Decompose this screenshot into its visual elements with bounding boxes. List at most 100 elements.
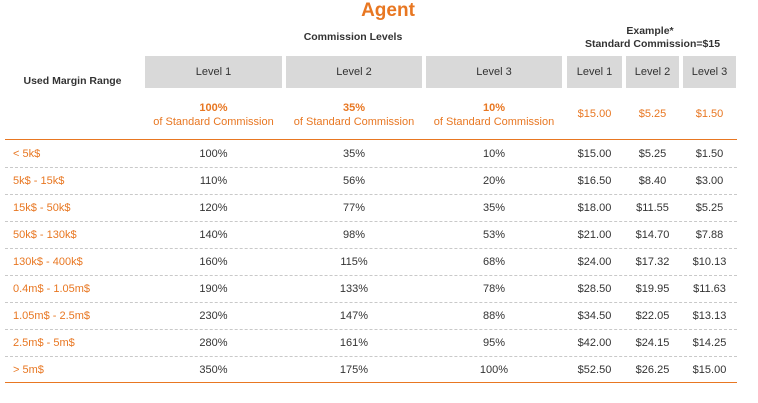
example-1-cell: $28.50 <box>577 283 612 295</box>
level-1-cell: 230% <box>199 310 228 322</box>
row-separator <box>5 302 737 303</box>
example-level-1-header: Level 1 <box>567 56 622 88</box>
example-level-1-value: $15.00 <box>577 108 612 120</box>
range-cell: > 5m$ <box>13 364 44 376</box>
example-3-cell: $7.88 <box>695 229 724 241</box>
level-1-percent-sub: of Standard Commission <box>153 116 274 128</box>
level-1-percent-block: 100% of Standard Commission <box>145 101 282 129</box>
example-2-cell: $14.70 <box>635 229 670 241</box>
example-3-cell: $13.13 <box>692 310 727 322</box>
example-1-cell: $16.50 <box>577 175 612 187</box>
example-level-2-value: $5.25 <box>638 108 667 120</box>
example-1-cell: $34.50 <box>577 310 612 322</box>
table-bottom-border <box>5 382 737 383</box>
row-separator <box>5 194 737 195</box>
table-row: 130k$ - 400k$ 160% 115% 68% $24.00 $17.3… <box>0 249 758 276</box>
level-3-cell: 35% <box>482 202 506 214</box>
row-separator <box>5 356 737 357</box>
page-title: Agent <box>361 0 415 21</box>
level-2-cell: 147% <box>339 310 369 322</box>
level-1-header: Level 1 <box>145 56 282 88</box>
example-2-cell: $5.25 <box>638 148 667 160</box>
range-cell: < 5k$ <box>13 148 41 160</box>
level-3-cell: 10% <box>482 148 506 160</box>
level-2-header: Level 2 <box>286 56 422 88</box>
level-3-cell: 95% <box>482 337 506 349</box>
example-2-cell: $8.40 <box>638 175 667 187</box>
example-3-cell: $5.25 <box>695 202 724 214</box>
range-cell: 1.05m$ - 2.5m$ <box>13 310 91 322</box>
level-1-cell: 350% <box>199 364 228 376</box>
level-2-header-label: Level 2 <box>336 66 372 78</box>
level-1-cell: 280% <box>199 337 228 349</box>
level-1-header-label: Level 1 <box>195 66 232 78</box>
level-2-cell: 98% <box>342 229 366 241</box>
row-separator <box>5 248 737 249</box>
example-3-cell: $14.25 <box>692 337 727 349</box>
level-3-cell: 68% <box>482 256 506 268</box>
example-level-3-value: $1.50 <box>695 108 724 120</box>
example-2-cell: $17.32 <box>635 256 670 268</box>
page-title-wrap: Agent <box>320 0 456 22</box>
level-1-cell: 100% <box>199 148 228 160</box>
example-3-cell: $1.50 <box>695 148 724 160</box>
level-1-cell: 190% <box>199 283 228 295</box>
table-row: 15k$ - 50k$ 120% 77% 35% $18.00 $11.55 $… <box>0 195 758 222</box>
level-2-percent: 35% <box>342 102 366 114</box>
level-1-cell: 140% <box>199 229 228 241</box>
level-3-cell: 100% <box>479 364 509 376</box>
table-row: 2.5m$ - 5m$ 280% 161% 95% $42.00 $24.15 … <box>0 330 758 357</box>
level-1-cell: 160% <box>199 256 228 268</box>
example-level-2-header: Level 2 <box>626 56 679 88</box>
example-3-cell: $11.63 <box>693 283 726 295</box>
example-level-3-header: Level 3 <box>683 56 736 88</box>
level-3-cell: 20% <box>482 175 506 187</box>
table-row: 50k$ - 130k$ 140% 98% 53% $21.00 $14.70 … <box>0 222 758 249</box>
example-1-cell: $52.50 <box>577 364 612 376</box>
example-heading-line2: Standard Commission=$15 <box>584 38 721 50</box>
example-1-cell: $42.00 <box>577 337 612 349</box>
header-separator <box>5 139 737 140</box>
level-2-percent-sub: of Standard Commission <box>293 116 415 128</box>
level-2-percent-block: 35% of Standard Commission <box>286 101 422 129</box>
range-cell: 5k$ - 15k$ <box>13 175 65 187</box>
level-3-cell: 78% <box>482 283 506 295</box>
example-heading-line1: Example* <box>626 25 674 37</box>
example-level-2-label: Level 2 <box>634 66 671 78</box>
example-2-cell: $26.25 <box>635 364 670 376</box>
example-3-cell: $3.00 <box>695 175 724 187</box>
level-1-percent: 100% <box>199 102 228 114</box>
level-2-cell: 115% <box>340 256 368 268</box>
level-3-header: Level 3 <box>426 56 562 88</box>
level-2-cell: 35% <box>342 148 366 160</box>
row-separator <box>5 167 737 168</box>
level-2-cell: 56% <box>342 175 366 187</box>
example-level-3-label: Level 3 <box>691 66 728 78</box>
example-1-cell: $21.00 <box>577 229 612 241</box>
range-cell: 2.5m$ - 5m$ <box>13 337 75 349</box>
table-row: 1.05m$ - 2.5m$ 230% 147% 88% $34.50 $22.… <box>0 303 758 330</box>
table-row: < 5k$ 100% 35% 10% $15.00 $5.25 $1.50 <box>0 141 758 168</box>
level-3-percent-sub: of Standard Commission <box>433 116 555 128</box>
level-3-cell: 53% <box>482 229 506 241</box>
commission-levels-heading: Commission Levels <box>303 31 403 43</box>
example-2-cell: $19.95 <box>635 283 670 295</box>
used-margin-range-heading: Used Margin Range <box>23 75 122 87</box>
example-3-cell: $15.00 <box>692 364 727 376</box>
example-2-cell: $22.05 <box>635 310 670 322</box>
row-separator <box>5 329 737 330</box>
level-2-cell: 77% <box>342 202 366 214</box>
table-row: 0.4m$ - 1.05m$ 190% 133% 78% $28.50 $19.… <box>0 276 758 303</box>
row-separator <box>5 275 737 276</box>
range-cell: 50k$ - 130k$ <box>13 229 77 241</box>
example-2-cell: $11.55 <box>636 202 669 214</box>
level-3-cell: 88% <box>482 310 506 322</box>
example-3-cell: $10.13 <box>692 256 727 268</box>
table-row: 5k$ - 15k$ 110% 56% 20% $16.50 $8.40 $3.… <box>0 168 758 195</box>
level-1-cell: 110% <box>199 175 228 187</box>
range-cell: 0.4m$ - 1.05m$ <box>13 283 91 295</box>
level-2-cell: 133% <box>339 283 369 295</box>
range-cell: 15k$ - 50k$ <box>13 202 71 214</box>
row-separator <box>5 221 737 222</box>
level-2-cell: 161% <box>339 337 369 349</box>
